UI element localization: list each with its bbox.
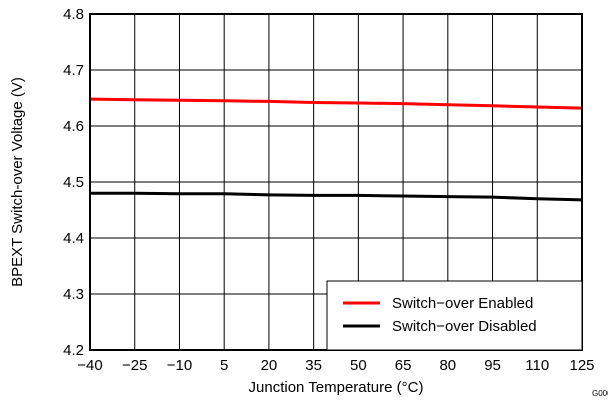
x-tick-label: 80 xyxy=(439,357,456,374)
y-axis-title: BPEXT Switch-over Voltage (V) xyxy=(9,77,26,287)
y-tick-label: 4.7 xyxy=(63,62,84,79)
legend-label-switch-over-disabled: Switch−over Disabled xyxy=(392,318,537,335)
x-tick-label: 35 xyxy=(305,357,322,374)
x-tick-label: 5 xyxy=(220,357,228,374)
y-tick-label: 4.8 xyxy=(63,6,84,23)
series-lines xyxy=(89,97,583,202)
legend: Switch−over Enabled Switch−over Disabled xyxy=(326,280,583,351)
x-tick-label: 110 xyxy=(525,357,549,374)
x-axis-title: Junction Temperature (°C) xyxy=(249,379,424,396)
y-tick-labels: 4.2 4.3 4.4 4.5 4.6 4.7 4.8 xyxy=(63,6,84,359)
x-tick-label: 95 xyxy=(484,357,501,374)
x-tick-labels: −40 −25 −10 5 20 35 50 65 80 95 110 125 xyxy=(77,357,594,374)
y-tick-label: 4.3 xyxy=(63,286,84,303)
x-tick-label: 20 xyxy=(261,357,278,374)
y-tick-label: 4.6 xyxy=(63,118,84,135)
series-line-switch-over-enabled xyxy=(89,97,583,110)
series-line-switch-over-disabled xyxy=(90,191,583,202)
legend-label-switch-over-enabled: Switch−over Enabled xyxy=(392,295,533,312)
x-tick-label: 65 xyxy=(395,357,412,374)
y-tick-label: 4.4 xyxy=(63,230,84,247)
x-tick-label: 50 xyxy=(350,357,367,374)
legend-box xyxy=(326,280,583,351)
x-tick-label: 125 xyxy=(569,357,594,374)
y-tick-label: 4.2 xyxy=(63,342,84,359)
figure-id-label: G000 xyxy=(592,389,608,398)
x-tick-label: −25 xyxy=(122,357,147,374)
y-tick-label: 4.5 xyxy=(63,174,84,191)
x-tick-label: −40 xyxy=(77,357,102,374)
x-tick-label: −10 xyxy=(167,357,192,374)
